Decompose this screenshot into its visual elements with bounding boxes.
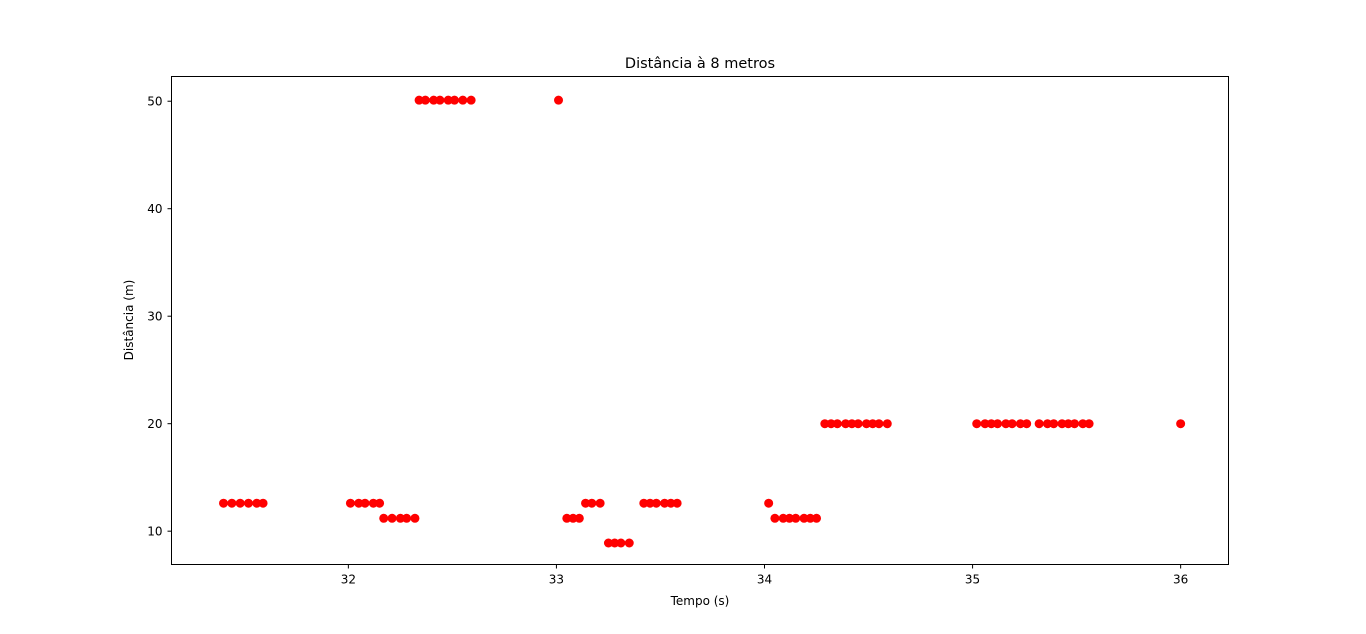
data-point: [972, 419, 982, 429]
data-point: [764, 498, 774, 508]
data-point: [581, 498, 591, 508]
data-point: [1084, 419, 1094, 429]
data-point: [868, 419, 878, 429]
data-point: [672, 498, 682, 508]
data-point: [874, 419, 884, 429]
data-point: [595, 498, 605, 508]
data-point: [449, 95, 459, 105]
x-tick-label: 33: [549, 573, 564, 587]
y-tick-label: 30: [147, 310, 162, 324]
data-point: [778, 513, 788, 523]
data-point: [847, 419, 857, 429]
x-tick-label: 34: [757, 573, 772, 587]
data-point: [587, 498, 597, 508]
data-point: [435, 95, 445, 105]
data-point: [1042, 419, 1052, 429]
data-point: [227, 498, 237, 508]
data-point: [1063, 419, 1073, 429]
data-point: [805, 513, 815, 523]
data-point: [841, 419, 851, 429]
data-point: [1176, 419, 1186, 429]
data-point: [993, 419, 1003, 429]
data-point: [784, 513, 794, 523]
data-point: [375, 498, 385, 508]
data-points: [219, 95, 1186, 548]
data-point: [368, 498, 378, 508]
data-point: [1015, 419, 1025, 429]
data-point: [1049, 419, 1059, 429]
data-point: [379, 513, 389, 523]
data-point: [414, 95, 424, 105]
data-point: [624, 538, 634, 548]
data-point: [799, 513, 809, 523]
data-point: [603, 538, 613, 548]
data-point: [639, 498, 649, 508]
data-point: [770, 513, 780, 523]
data-point: [812, 513, 822, 523]
data-point: [820, 419, 830, 429]
data-point: [791, 513, 801, 523]
data-point: [980, 419, 990, 429]
plot-area-frame: [171, 76, 1229, 565]
data-point: [660, 498, 670, 508]
data-point: [882, 419, 892, 429]
data-point: [420, 95, 430, 105]
data-point: [402, 513, 412, 523]
chart-title: Distância à 8 metros: [625, 56, 775, 72]
data-point: [826, 419, 836, 429]
data-point: [360, 498, 370, 508]
data-point: [395, 513, 405, 523]
y-tick-label: 40: [147, 202, 162, 216]
data-point: [354, 498, 364, 508]
data-point: [651, 498, 661, 508]
data-point: [568, 513, 578, 523]
data-point: [387, 513, 397, 523]
data-point: [252, 498, 262, 508]
x-tick-label: 36: [1173, 573, 1188, 587]
data-point: [1007, 419, 1017, 429]
data-point: [554, 95, 564, 105]
data-point: [832, 419, 842, 429]
y-axis-title: Distância (m): [122, 280, 136, 361]
data-point: [235, 498, 245, 508]
data-point: [1057, 419, 1067, 429]
data-point: [666, 498, 676, 508]
x-tick-label: 32: [341, 573, 356, 587]
data-point: [466, 95, 476, 105]
data-point: [616, 538, 626, 548]
data-point: [1034, 419, 1044, 429]
data-point: [219, 498, 229, 508]
data-point: [853, 419, 863, 429]
data-point: [258, 498, 268, 508]
data-point: [562, 513, 572, 523]
y-tick-label: 20: [147, 417, 162, 431]
x-axis-title: Tempo (s): [670, 594, 730, 608]
data-point: [645, 498, 655, 508]
data-point: [610, 538, 620, 548]
data-point: [410, 513, 420, 523]
data-point: [345, 498, 355, 508]
axis-ticks: 32 33 34 35 36 10 20 30 40 50: [147, 95, 1188, 587]
data-point: [243, 498, 253, 508]
data-point: [1022, 419, 1032, 429]
data-point: [1070, 419, 1080, 429]
data-point: [443, 95, 453, 105]
y-tick-label: 50: [147, 95, 162, 109]
x-tick-label: 35: [965, 573, 980, 587]
y-tick-label: 10: [147, 525, 162, 539]
data-point: [1078, 419, 1088, 429]
data-point: [861, 419, 871, 429]
data-point: [986, 419, 996, 429]
data-point: [1001, 419, 1011, 429]
data-point: [458, 95, 468, 105]
data-point: [574, 513, 584, 523]
data-point: [429, 95, 439, 105]
